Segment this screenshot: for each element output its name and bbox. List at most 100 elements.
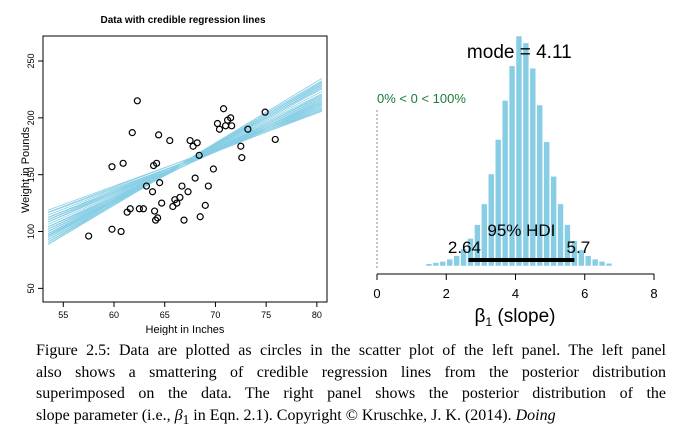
data-point — [108, 163, 116, 171]
data-point — [204, 182, 212, 190]
x-tick-label: 65 — [160, 310, 170, 320]
data-point — [151, 216, 160, 224]
x-tick-label: 75 — [261, 310, 271, 320]
y-axis-label: Weight in Pounds — [20, 126, 32, 213]
histogram-bar — [536, 104, 543, 267]
regression-lines — [47, 78, 323, 245]
plot-frame — [42, 35, 328, 303]
data-point — [142, 182, 151, 190]
hdi-label: 95% HDI — [487, 221, 555, 240]
x-tick-label: 6 — [581, 286, 588, 301]
data-point — [189, 142, 197, 150]
caption-line: Figure 2.5: Data are plotted as circles … — [36, 342, 666, 359]
beta-symbol: β — [475, 306, 486, 327]
histogram-bar — [501, 100, 509, 267]
histogram-bar — [598, 261, 606, 267]
y-tick-label: 250 — [26, 53, 36, 68]
data-point — [153, 159, 161, 167]
x-tick-label: 80 — [312, 310, 322, 320]
histogram-bar — [522, 42, 530, 267]
x-tick-label: 0 — [373, 286, 380, 301]
histogram-bar — [571, 240, 578, 267]
histogram-bar — [557, 203, 564, 267]
data-point — [119, 159, 127, 167]
data-point — [158, 199, 166, 207]
y-tick-label: 50 — [26, 283, 36, 293]
histogram-bar — [550, 176, 557, 267]
histogram-bar — [446, 258, 453, 267]
chart-title: Data with credible regression lines — [100, 15, 265, 26]
data-point — [209, 165, 217, 173]
y-tick-label: 100 — [26, 224, 36, 239]
caption-line: superimposed on the data. The right pane… — [36, 385, 666, 402]
data-point — [215, 125, 224, 133]
x-tick-label: 2 — [443, 286, 450, 301]
histogram-bar — [605, 262, 613, 267]
data-point — [108, 225, 116, 233]
hdi-low-label: 2.64 — [448, 238, 481, 257]
histogram-bar — [585, 255, 592, 267]
data-point — [228, 122, 236, 130]
data-point — [271, 135, 279, 144]
data-point — [180, 216, 188, 224]
data-point — [150, 207, 159, 215]
histogram-bar — [543, 141, 550, 267]
y-tick-label: 200 — [26, 110, 36, 125]
data-point — [176, 193, 184, 202]
x-tick-label: 60 — [109, 310, 119, 320]
caption-line: slope parameter (i.e., β1 in Eqn. 2.1). … — [36, 405, 666, 431]
histogram-bar — [474, 224, 481, 267]
regression-line — [47, 80, 323, 243]
data-point — [155, 131, 163, 139]
caption-subscript: 1 — [182, 411, 190, 427]
data-point — [85, 232, 93, 240]
mode-label: mode = 4.11 — [467, 42, 572, 63]
histogram-bar — [467, 238, 474, 267]
histogram-bar — [481, 203, 488, 267]
histogram-bar — [494, 139, 502, 267]
data-point — [135, 205, 143, 213]
data-point — [196, 213, 204, 221]
x-tick-label: 55 — [58, 310, 68, 320]
x-axis-label: β1 (slope) — [475, 306, 556, 329]
histogram-bar — [432, 262, 440, 267]
x-axis: 55 60 65 70 75 80 — [58, 302, 322, 320]
data-point — [261, 108, 269, 116]
scatter-panel: Data with credible regression lines 55 60… — [20, 15, 328, 335]
xlabel-rest: (slope) — [492, 306, 555, 327]
data-points — [85, 97, 279, 240]
data-point — [238, 154, 246, 162]
histogram-panel: 0% < 0 < 100% mode = 4.11 95% HDI 2.64 5… — [373, 35, 658, 329]
figure-caption: Figure 2.5: Data are plotted as circles … — [36, 340, 666, 430]
histogram-bar — [591, 258, 599, 267]
histogram-bar — [425, 263, 433, 267]
data-point — [169, 202, 177, 211]
histogram-bars — [425, 35, 613, 267]
histogram-bar — [578, 249, 585, 267]
comparison-label: 0% < 0 < 100% — [377, 91, 466, 106]
caption-text: in Eqn. 2.1). Copyright © Kruschke, J. K… — [189, 406, 516, 424]
data-point — [126, 205, 134, 213]
data-point — [128, 129, 136, 137]
caption-text: slope parameter (i.e., — [36, 406, 175, 424]
data-point — [237, 142, 245, 150]
data-point — [219, 105, 228, 113]
x-axis: 0 2 4 6 8 — [373, 273, 658, 301]
regression-line — [47, 93, 323, 234]
y-tick-label: 150 — [26, 167, 36, 182]
data-point — [139, 205, 148, 213]
histogram-bar — [564, 224, 571, 267]
data-point — [184, 188, 192, 196]
beta-subscript: 1 — [485, 315, 492, 329]
data-point — [133, 97, 141, 105]
histogram-bar — [515, 35, 523, 267]
data-point — [166, 136, 174, 145]
hdi-high-label: 5.7 — [567, 238, 591, 257]
caption-beta: β — [174, 406, 183, 424]
data-point — [193, 139, 201, 147]
x-tick-label: 4 — [512, 286, 519, 301]
regression-line — [47, 109, 323, 211]
x-tick-label: 70 — [210, 310, 220, 320]
data-point — [195, 151, 203, 159]
data-point — [227, 114, 235, 122]
